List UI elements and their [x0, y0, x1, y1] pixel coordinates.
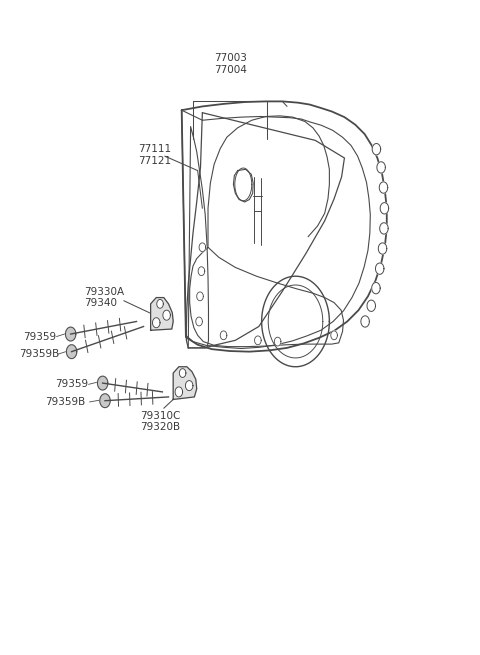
- Polygon shape: [378, 243, 387, 254]
- Text: 79359B: 79359B: [45, 397, 85, 407]
- Polygon shape: [377, 162, 385, 173]
- Polygon shape: [375, 263, 384, 274]
- Polygon shape: [199, 243, 205, 252]
- Polygon shape: [65, 327, 76, 341]
- Polygon shape: [97, 376, 108, 390]
- Text: 79330A
79340: 79330A 79340: [84, 287, 124, 309]
- Text: 79310C
79320B: 79310C 79320B: [140, 411, 180, 432]
- Polygon shape: [100, 394, 110, 407]
- Polygon shape: [196, 317, 203, 326]
- Polygon shape: [372, 143, 381, 155]
- Polygon shape: [220, 331, 227, 340]
- Polygon shape: [379, 182, 388, 193]
- Polygon shape: [361, 316, 370, 327]
- Text: 79359: 79359: [23, 331, 56, 341]
- Polygon shape: [153, 318, 160, 328]
- Polygon shape: [157, 299, 163, 309]
- Polygon shape: [185, 381, 193, 390]
- Polygon shape: [254, 336, 261, 345]
- Polygon shape: [175, 387, 182, 397]
- Text: 77111
77121: 77111 77121: [138, 144, 171, 166]
- Text: 79359: 79359: [56, 379, 89, 389]
- Polygon shape: [372, 282, 380, 294]
- Polygon shape: [66, 345, 77, 358]
- Text: 79359B: 79359B: [19, 349, 59, 359]
- Polygon shape: [275, 337, 281, 346]
- Polygon shape: [198, 267, 204, 276]
- Polygon shape: [151, 297, 173, 330]
- Polygon shape: [180, 369, 186, 377]
- Polygon shape: [380, 202, 389, 214]
- Polygon shape: [331, 331, 337, 340]
- Polygon shape: [197, 292, 204, 301]
- Polygon shape: [380, 223, 388, 234]
- Polygon shape: [163, 310, 170, 320]
- Polygon shape: [173, 367, 197, 400]
- Text: 77003
77004: 77003 77004: [214, 54, 247, 75]
- Polygon shape: [367, 300, 375, 311]
